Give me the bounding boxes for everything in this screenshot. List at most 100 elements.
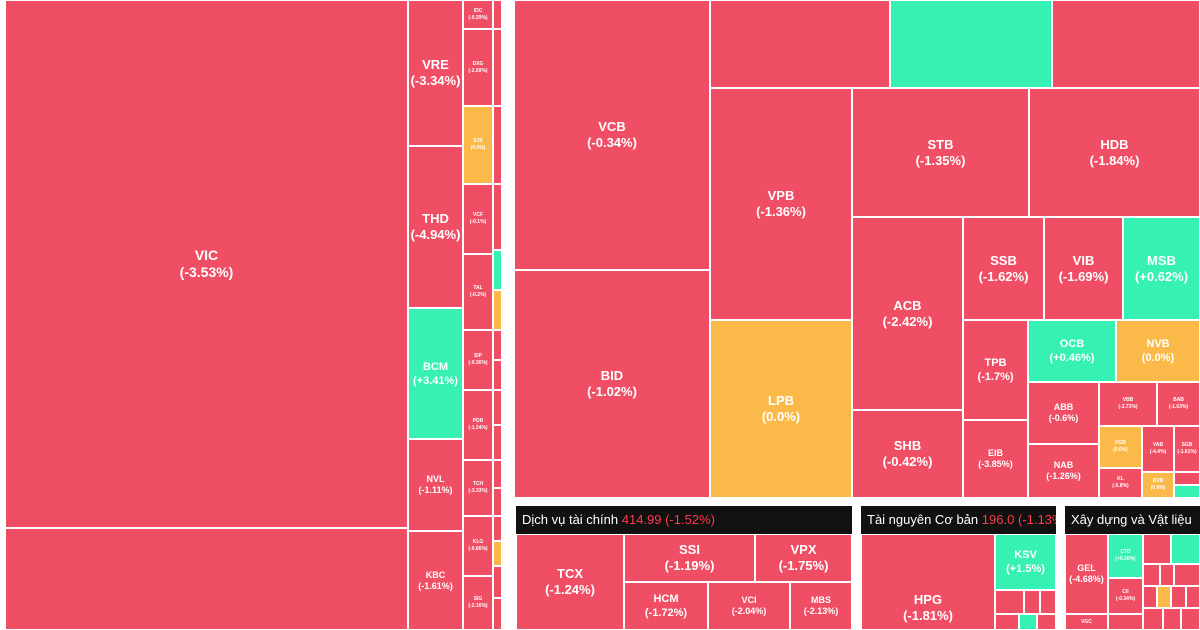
- tile-cii[interactable]: CII (-0.34%): [1108, 578, 1143, 614]
- tile-ssi[interactable]: SSI (-1.19%): [624, 534, 755, 582]
- tile-cs-11[interactable]: [1143, 608, 1163, 630]
- tile-r4[interactable]: [493, 184, 502, 250]
- tile-r2[interactable]: [493, 29, 502, 106]
- tile-bab[interactable]: BAB (-1.63%): [1157, 382, 1200, 426]
- tile-idc[interactable]: IDC (-0.29%): [463, 0, 493, 29]
- tile-r11[interactable]: [493, 460, 502, 488]
- tile-tpb[interactable]: TPB (-1.7%): [963, 320, 1028, 420]
- tile-cs-6[interactable]: [1174, 564, 1200, 586]
- tile-abb[interactable]: ABB (-0.6%): [1028, 382, 1099, 444]
- tile-stb[interactable]: STB (-1.35%): [852, 88, 1029, 217]
- tile-br-4[interactable]: [995, 614, 1019, 630]
- tile-r3[interactable]: [493, 106, 502, 184]
- tile-msb[interactable]: MSB (+0.62%): [1123, 217, 1200, 320]
- sector-header-construction[interactable]: Xây dựng và Vật liệu: [1065, 506, 1200, 534]
- sector-header-basic-resources[interactable]: Tài nguyên Cơ bản 196.0 (-1.13%): [861, 506, 1056, 534]
- tile-r15[interactable]: [493, 566, 502, 598]
- tile-cs-8[interactable]: [1157, 586, 1171, 608]
- tile-r16[interactable]: [493, 598, 502, 630]
- tile-cs-3[interactable]: [1171, 534, 1200, 564]
- tile-kbc[interactable]: KBC (-1.61%): [408, 531, 463, 630]
- tile-sig[interactable]: SIG (-2.16%): [463, 576, 493, 630]
- tile-bank-extra-1[interactable]: [1174, 472, 1200, 485]
- tile-bid[interactable]: BID (-1.02%): [514, 270, 710, 498]
- tile-r10[interactable]: [493, 425, 502, 460]
- tile-pgb[interactable]: PGB (0.0%): [1099, 426, 1142, 468]
- tile-top-1[interactable]: [710, 0, 890, 88]
- tile-bank-extra-2[interactable]: [1174, 485, 1200, 498]
- tile-cs-1[interactable]: [1108, 614, 1143, 630]
- tile-gel[interactable]: GEL (-4.68%): [1065, 534, 1108, 614]
- sector-header-financial-services[interactable]: Dịch vụ tài chính 414.99 (-1.52%): [516, 506, 852, 534]
- tile-tal[interactable]: TAL (-0.2%): [463, 254, 493, 330]
- tile-nvl[interactable]: NVL (-1.11%): [408, 439, 463, 531]
- tile-bvb[interactable]: BVB (0.0%): [1142, 472, 1174, 498]
- tile-vgc[interactable]: VGC: [1065, 614, 1108, 630]
- tile-hdb[interactable]: HDB (-1.84%): [1029, 88, 1200, 217]
- tile-change: (-1.72%): [644, 607, 688, 619]
- tile-vic[interactable]: VIC (-3.53%): [5, 0, 408, 528]
- tile-r9[interactable]: [493, 390, 502, 425]
- tile-nab[interactable]: NAB (-1.26%): [1028, 444, 1099, 498]
- tile-kl[interactable]: KL (-5.8%): [1099, 468, 1142, 498]
- tile-r12[interactable]: [493, 488, 502, 516]
- tile-dxg[interactable]: DXG (-2.69%): [463, 29, 493, 106]
- tile-ksv[interactable]: KSV (+1.5%): [995, 534, 1056, 590]
- tile-symbol: VCF: [473, 212, 483, 218]
- tile-shb[interactable]: SHB (-0.42%): [852, 410, 963, 498]
- tile-r7[interactable]: [493, 330, 502, 360]
- tile-br-3[interactable]: [1040, 590, 1056, 614]
- tile-sip[interactable]: SIP (-0.36%): [463, 330, 493, 390]
- tile-vre[interactable]: VRE (-3.34%): [408, 0, 463, 146]
- tile-thd[interactable]: THD (-4.94%): [408, 146, 463, 308]
- tile-bottom-left[interactable]: [5, 528, 408, 630]
- tile-cs-2[interactable]: [1143, 534, 1171, 564]
- tile-mbs[interactable]: MBS (-2.13%): [790, 582, 852, 630]
- tile-cs-12[interactable]: [1163, 608, 1181, 630]
- tile-top-3[interactable]: [1052, 0, 1200, 88]
- tile-r14[interactable]: [493, 541, 502, 566]
- tile-br-6[interactable]: [1037, 614, 1056, 630]
- tile-tcx[interactable]: TCX (-1.24%): [516, 534, 624, 630]
- tile-ctd[interactable]: CTD (+0.36%): [1108, 534, 1143, 578]
- tile-ssb[interactable]: SSB (-1.62%): [963, 217, 1044, 320]
- tile-vpx[interactable]: VPX (-1.75%): [755, 534, 852, 582]
- tile-br-5[interactable]: [1019, 614, 1037, 630]
- tile-hpg[interactable]: HPG (-1.81%): [861, 534, 995, 630]
- tile-hcm[interactable]: HCM (-1.72%): [624, 582, 708, 630]
- tile-r13[interactable]: [493, 516, 502, 541]
- tile-cs-9[interactable]: [1171, 586, 1186, 608]
- tile-lpb[interactable]: LPB (0.0%): [710, 320, 852, 498]
- tile-change: (0.0%): [761, 409, 801, 424]
- tile-bcm[interactable]: BCM (+3.41%): [408, 308, 463, 439]
- tile-vib[interactable]: VIB (-1.69%): [1044, 217, 1123, 320]
- tile-top-2[interactable]: [890, 0, 1052, 88]
- tile-cs-4[interactable]: [1143, 564, 1160, 586]
- tile-ocb[interactable]: OCB (+0.46%): [1028, 320, 1116, 382]
- tile-tch[interactable]: TCH (-3.33%): [463, 460, 493, 516]
- tile-r8[interactable]: [493, 360, 502, 390]
- tile-acb[interactable]: ACB (-2.42%): [852, 217, 963, 410]
- tile-br-1[interactable]: [995, 590, 1024, 614]
- tile-cs-7[interactable]: [1143, 586, 1157, 608]
- tile-pdr[interactable]: PDR (-1.24%): [463, 390, 493, 460]
- tile-cs-10[interactable]: [1186, 586, 1200, 608]
- tile-vbb[interactable]: VBB (-3.73%): [1099, 382, 1157, 426]
- tile-vpb[interactable]: VPB (-1.36%): [710, 88, 852, 320]
- tile-nvb[interactable]: NVB (0.0%): [1116, 320, 1200, 382]
- tile-vcb[interactable]: VCB (-0.34%): [514, 0, 710, 270]
- tile-klg[interactable]: KLG (-0.66%): [463, 516, 493, 576]
- tile-cs-5[interactable]: [1160, 564, 1174, 586]
- tile-vcf[interactable]: VCF (-0.1%): [463, 184, 493, 254]
- tile-change: (-1.63%): [1168, 404, 1189, 410]
- tile-eib[interactable]: EIB (-3.85%): [963, 420, 1028, 498]
- tile-sgb[interactable]: SGB (-1.61%): [1174, 426, 1200, 472]
- tile-vci[interactable]: VCI (-2.04%): [708, 582, 790, 630]
- tile-r6[interactable]: [493, 290, 502, 330]
- tile-r1[interactable]: [493, 0, 502, 29]
- tile-cs-13[interactable]: [1181, 608, 1200, 630]
- tile-vab[interactable]: VAB (-4.4%): [1142, 426, 1174, 472]
- tile-r5[interactable]: [493, 250, 502, 290]
- tile-br-2[interactable]: [1024, 590, 1040, 614]
- tile-sjs[interactable]: SJS (0.0%): [463, 106, 493, 184]
